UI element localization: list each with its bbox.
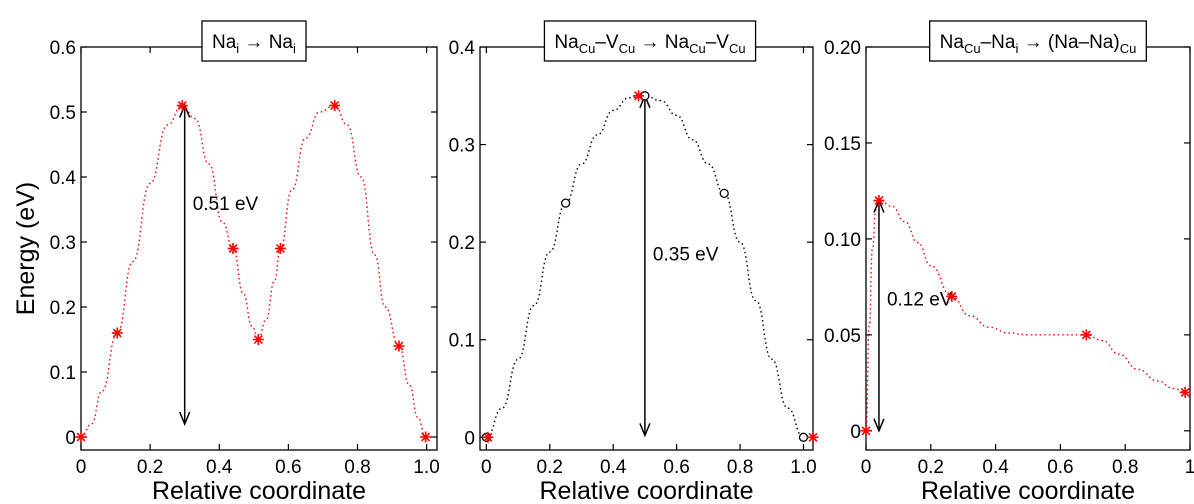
barrier-label: 0.12 eV	[887, 290, 953, 311]
x-tick-label: 0.4	[600, 457, 627, 478]
barrier-label: 0.51 eV	[193, 194, 259, 215]
panel-title-text: Nai → Nai	[212, 32, 296, 56]
barrier-arrow-head-bottom	[178, 411, 191, 426]
panel-na-cu-na-i: 0 0.2 0.4 0.6 0.8 1 0 0.05 0.10 0.15 0.20 Relative …	[824, 20, 1194, 504]
x-axis-label: Relative coordinate	[152, 477, 366, 504]
data-point-asterisk	[482, 431, 494, 443]
x-tick-label: 0.6	[275, 457, 301, 478]
data-point-asterisk	[873, 195, 885, 207]
x-tick-label: 0.6	[663, 457, 689, 478]
panel-title-box	[201, 20, 307, 62]
data-point-asterisk	[420, 431, 432, 443]
x-tick-label: 0.2	[137, 457, 163, 478]
y-tick-label: 0.4	[449, 38, 476, 59]
x-tick-label: 0.2	[537, 457, 563, 478]
data-point-asterisk	[252, 334, 264, 345]
x-tick-label: 0.8	[1112, 457, 1138, 478]
panel-title: NaCu–VCu → NaCu–VCu	[543, 20, 757, 62]
y-tick-label: 0.1	[50, 363, 76, 384]
x-tick-label: 0	[861, 457, 872, 478]
x-tick-label: 0.4	[982, 457, 1009, 478]
x-tick-label: 0	[76, 457, 87, 478]
barrier-label: 0.35 eV	[653, 245, 719, 266]
x-tick-label: 0.6	[1047, 457, 1073, 478]
data-point-asterisk	[1179, 386, 1191, 398]
plot-frame	[479, 46, 814, 451]
data-point-asterisk	[329, 100, 341, 111]
data-point-asterisk	[1080, 329, 1092, 341]
data-point-asterisk	[227, 243, 239, 254]
y-axis-label: Energy (eV)	[12, 182, 40, 315]
y-tick-label: 0.3	[50, 233, 76, 254]
data-point-asterisk	[111, 327, 123, 339]
data-point-asterisk	[807, 431, 819, 443]
panel-title-box	[929, 20, 1147, 62]
y-tick-label: 0	[65, 428, 76, 449]
plot-frame	[80, 46, 438, 451]
x-tick-label: 1.0	[790, 457, 816, 478]
y-tick-label: 0.10	[824, 230, 861, 251]
data-point-asterisk	[274, 243, 286, 254]
data-point-circle	[719, 188, 729, 199]
x-axis-label: Relative coordinate	[539, 477, 753, 504]
y-tick-label: 0.2	[449, 233, 475, 254]
series-curve	[865, 199, 1186, 432]
x-tick-label: 0.8	[344, 457, 370, 478]
barrier-arrow-head-bottom	[873, 418, 885, 433]
data-point-asterisk	[633, 90, 645, 102]
y-tick-label: 0.20	[824, 38, 861, 59]
x-tick-label: 0.2	[918, 457, 944, 478]
y-tick-label: 0.1	[449, 331, 475, 352]
y-tick-label: 0	[464, 428, 475, 449]
data-point-asterisk	[75, 431, 87, 443]
data-point-asterisk	[176, 100, 188, 111]
y-tick-label: 0.6	[50, 38, 76, 59]
series-curve	[80, 104, 426, 438]
panel-title: Nai → Nai	[201, 20, 307, 62]
plot-frame	[865, 46, 1191, 451]
y-tick-label: 0.05	[824, 326, 861, 347]
panel-na-i: 0 0.2 0.4 0.6 0.8 1.000.10.20.30.40.50.6Relat…	[12, 20, 440, 504]
panel-title: NaCu–Nai → (Na–Na)Cu	[929, 20, 1147, 62]
x-axis-label: Relative coordinate	[921, 477, 1135, 504]
data-point-asterisk	[946, 290, 958, 302]
y-tick-label: 0.4	[50, 168, 77, 189]
x-tick-label: 0.4	[206, 457, 233, 478]
x-tick-label: 0	[481, 457, 492, 478]
y-tick-label: 0.3	[449, 136, 475, 157]
y-tick-label: 0.5	[50, 103, 76, 124]
panel-title-box	[543, 20, 757, 62]
x-tick-label: 1	[1185, 457, 1194, 478]
x-tick-label: 1.0	[413, 457, 439, 478]
panel-title-text: NaCu–Nai → (Na–Na)Cu	[940, 32, 1137, 56]
data-point-asterisk	[393, 340, 405, 352]
y-tick-label: 0.2	[50, 298, 76, 319]
panel-title-text: NaCu–VCu → NaCu–VCu	[554, 32, 745, 56]
y-tick-label: 0	[850, 422, 861, 443]
data-point-asterisk	[860, 425, 872, 437]
x-tick-label: 0.8	[727, 457, 753, 478]
data-point-circle	[798, 432, 809, 442]
data-point-circle	[560, 198, 571, 208]
y-tick-label: 0.15	[824, 134, 861, 155]
barrier-arrow-head-bottom	[639, 423, 651, 438]
